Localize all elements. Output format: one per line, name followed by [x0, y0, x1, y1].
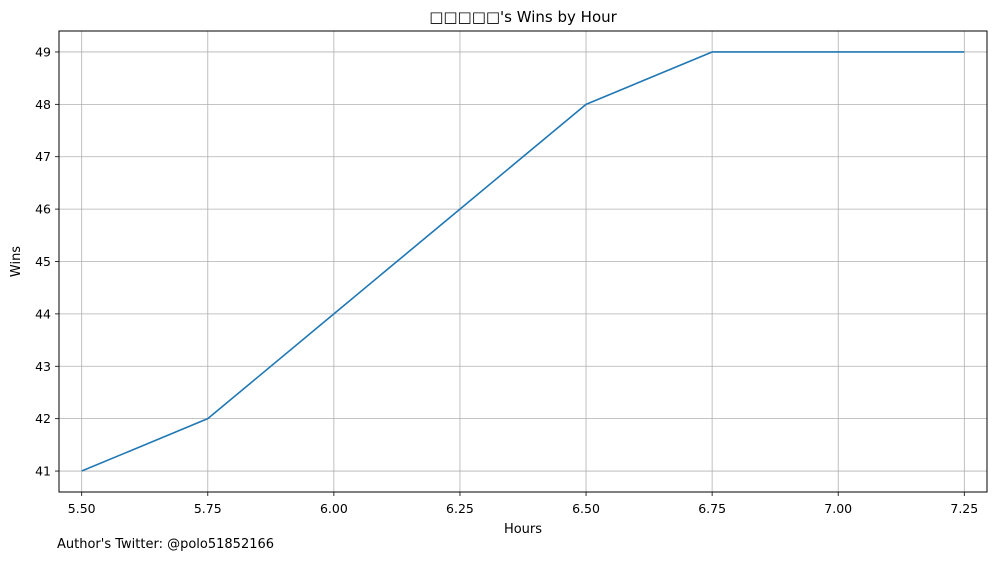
author-footer: Author's Twitter: @polo51852166	[57, 537, 275, 552]
y-tick-label: 49	[35, 44, 51, 59]
y-tick-label: 48	[35, 97, 51, 112]
x-tick-label: 6.75	[698, 501, 726, 516]
grid-lines	[59, 31, 987, 492]
chart-title: □□□□□'s Wins by Hour	[429, 8, 617, 26]
y-tick-label: 46	[35, 202, 51, 217]
y-tick-label: 44	[35, 306, 51, 321]
x-tick-label: 7.25	[950, 501, 978, 516]
y-axis-label: Wins	[9, 246, 24, 277]
x-tick-label: 6.50	[572, 501, 600, 516]
y-tick-label: 41	[35, 464, 51, 479]
x-tick-label: 7.00	[824, 501, 852, 516]
x-tick-label: 5.50	[68, 501, 96, 516]
y-tick-label: 42	[35, 411, 51, 426]
y-tick-label: 43	[35, 359, 51, 374]
y-axis-ticks: 41 42 43 44 45 46 47 48 49	[35, 44, 59, 479]
y-tick-label: 45	[35, 254, 51, 269]
x-tick-label: 6.00	[320, 501, 348, 516]
x-axis-label: Hours	[504, 522, 542, 537]
series-layer	[81, 51, 965, 472]
series-line	[81, 51, 965, 472]
y-tick-label: 47	[35, 149, 51, 164]
x-tick-label: 6.25	[446, 501, 474, 516]
x-tick-label: 5.75	[194, 501, 222, 516]
x-axis-ticks: 5.50 5.75 6.00 6.25 6.50 6.75 7.00 7.25	[68, 492, 978, 516]
